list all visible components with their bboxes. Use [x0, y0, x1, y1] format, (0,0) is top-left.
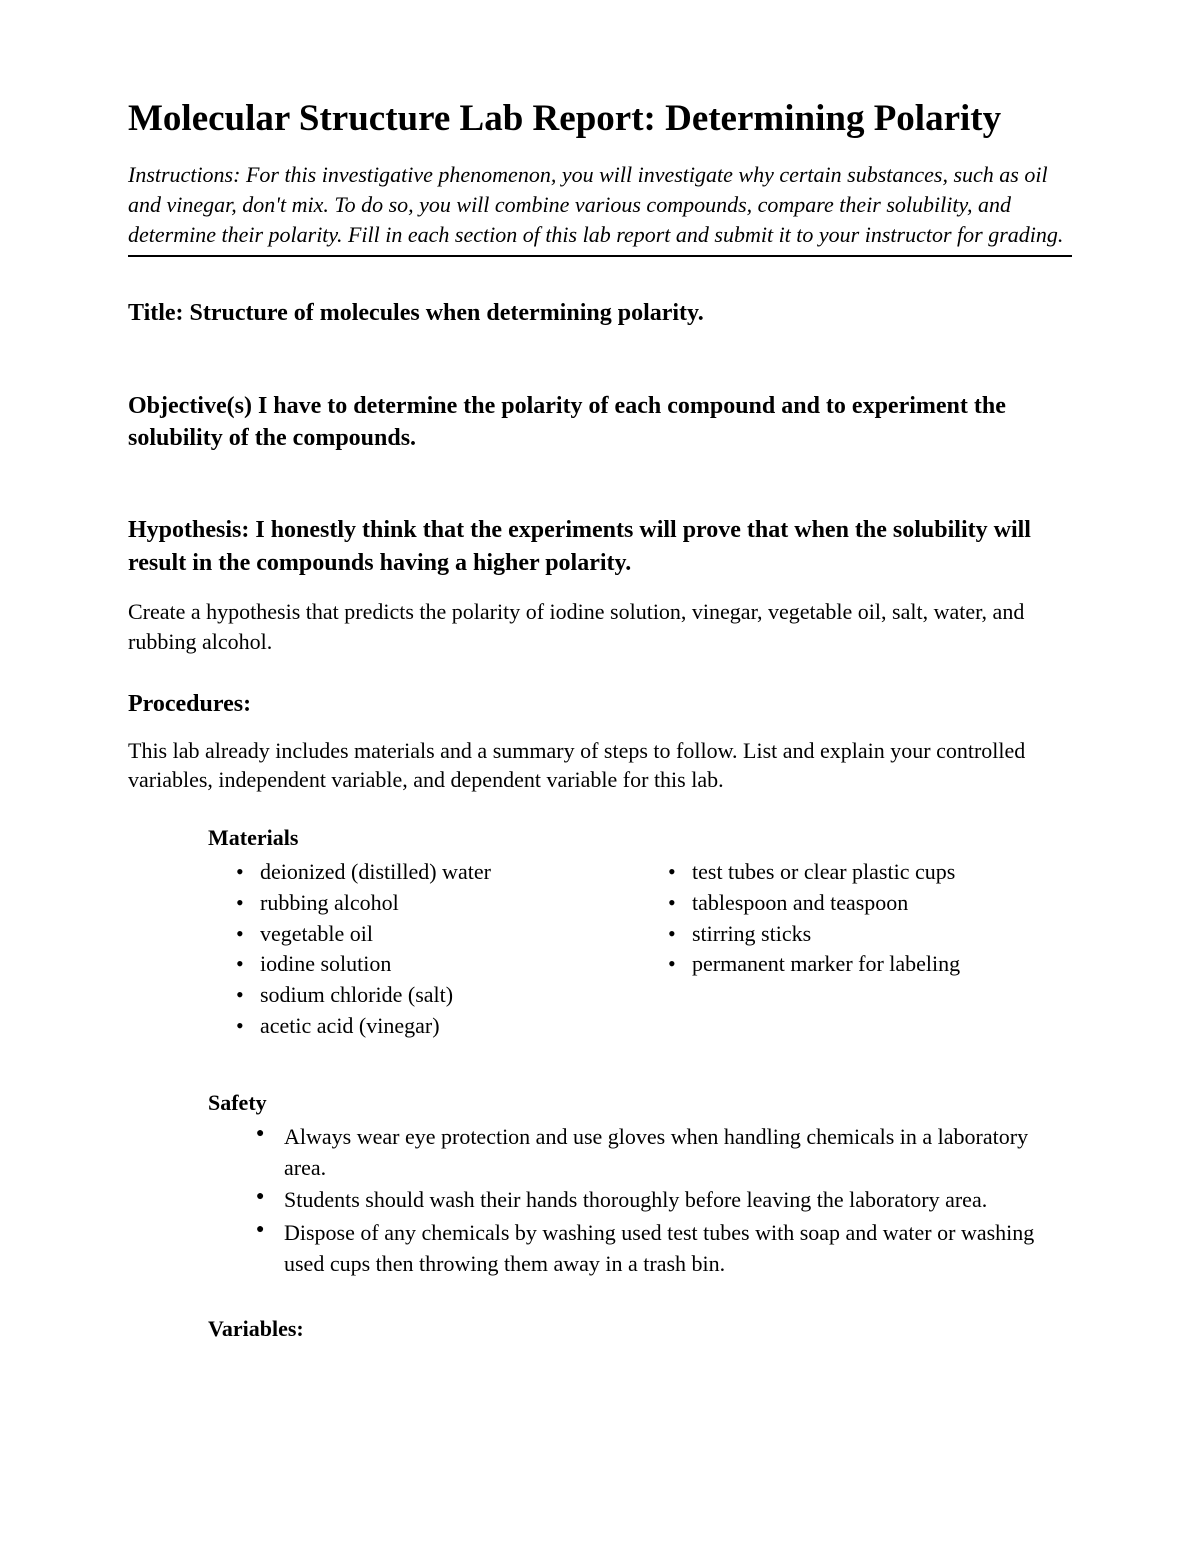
list-item: rubbing alcohol	[236, 888, 640, 919]
hypothesis-heading: Hypothesis: I honestly think that the ex…	[128, 514, 1072, 579]
safety-list: Always wear eye protection and use glove…	[208, 1122, 1072, 1280]
document-page: Molecular Structure Lab Report: Determin…	[0, 0, 1200, 1553]
materials-columns: deionized (distilled) water rubbing alco…	[208, 857, 1072, 1042]
procedures-heading: Procedures:	[128, 691, 1072, 718]
list-item: iodine solution	[236, 949, 640, 980]
list-item: stirring sticks	[668, 919, 1072, 950]
list-item: Students should wash their hands thoroug…	[256, 1185, 1072, 1216]
objective-heading: Objective(s) I have to determine the pol…	[128, 390, 1072, 455]
materials-list-2: test tubes or clear plastic cups tablesp…	[640, 857, 1072, 980]
list-item: deionized (distilled) water	[236, 857, 640, 888]
materials-heading: Materials	[208, 825, 1072, 851]
list-item: Dispose of any chemicals by washing used…	[256, 1218, 1072, 1280]
variables-heading: Variables:	[208, 1316, 1072, 1342]
safety-heading: Safety	[208, 1090, 1072, 1116]
materials-col-1: deionized (distilled) water rubbing alco…	[208, 857, 640, 1042]
list-item: sodium chloride (salt)	[236, 980, 640, 1011]
list-item: permanent marker for labeling	[668, 949, 1072, 980]
main-title: Molecular Structure Lab Report: Determin…	[128, 96, 1072, 142]
procedures-note: This lab already includes materials and …	[128, 736, 1072, 795]
list-item: acetic acid (vinegar)	[236, 1011, 640, 1042]
materials-list-1: deionized (distilled) water rubbing alco…	[208, 857, 640, 1042]
list-item: Always wear eye protection and use glove…	[256, 1122, 1072, 1184]
hypothesis-note: Create a hypothesis that predicts the po…	[128, 597, 1072, 656]
title-heading: Title: Structure of molecules when deter…	[128, 297, 1072, 329]
materials-block: Materials deionized (distilled) water ru…	[128, 825, 1072, 1042]
list-item: test tubes or clear plastic cups	[668, 857, 1072, 888]
variables-block: Variables:	[128, 1316, 1072, 1342]
safety-block: Safety Always wear eye protection and us…	[128, 1090, 1072, 1280]
instructions-text: Instructions: For this investigative phe…	[128, 160, 1072, 257]
list-item: tablespoon and teaspoon	[668, 888, 1072, 919]
list-item: vegetable oil	[236, 919, 640, 950]
materials-col-2: test tubes or clear plastic cups tablesp…	[640, 857, 1072, 1042]
